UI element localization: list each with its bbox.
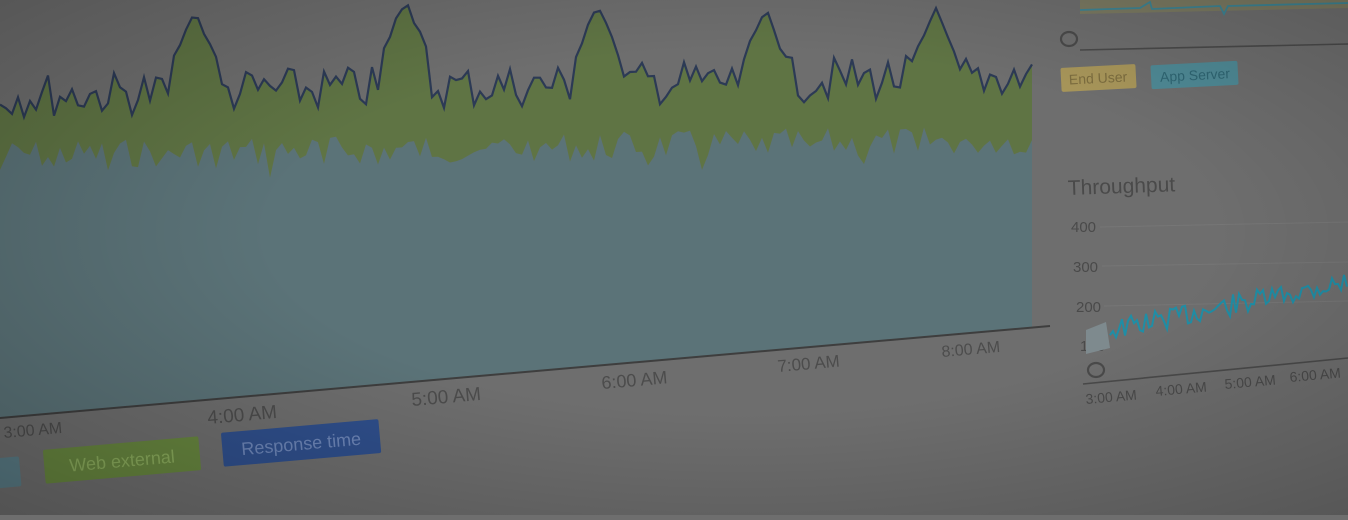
legend-web-external[interactable]: Web external xyxy=(42,436,202,484)
legend-swatch-app-server-partial[interactable] xyxy=(0,456,22,489)
throughput-x-tick-3am: 3:00 AM xyxy=(1085,387,1138,407)
throughput-x-tick-6am: 6:00 AM xyxy=(1289,365,1342,385)
main-chart-x-axis xyxy=(0,325,1051,419)
main-x-tick-7am: 7:00 AM xyxy=(777,352,841,376)
main-x-tick-4am: 4:00 AM xyxy=(207,402,278,429)
top-right-chart-x-axis xyxy=(1079,43,1348,51)
top-right-zero-label: 0 xyxy=(1065,43,1066,45)
main-x-tick-5am: 5:00 AM xyxy=(411,384,482,411)
throughput-gridlines xyxy=(1099,221,1348,307)
legend-app-server[interactable]: App Server xyxy=(1150,60,1239,90)
legend-end-user-label: End User xyxy=(1068,68,1127,87)
top-right-chart: 0 End User App Server xyxy=(1059,0,1348,92)
throughput-title: Throughput xyxy=(1067,173,1175,200)
throughput-y-tick-300: 300 xyxy=(1073,259,1098,276)
throughput-zero-marker xyxy=(1086,361,1106,379)
top-right-chart-line xyxy=(1079,0,1348,17)
throughput-y-tick-200: 200 xyxy=(1076,299,1101,316)
main-x-tick-8am: 8:00 AM xyxy=(941,339,1001,361)
throughput-line xyxy=(1109,274,1348,340)
throughput-y-tick-400: 400 xyxy=(1071,219,1096,236)
legend-response-time[interactable]: Response time xyxy=(221,419,382,467)
response-time-line xyxy=(0,3,1033,121)
legend-end-user[interactable]: End User xyxy=(1060,64,1137,92)
throughput-x-axis xyxy=(1082,357,1348,385)
throughput-y-tick-0: 0 xyxy=(1093,373,1094,375)
main-chart: 3:00 AM 4:00 AM 5:00 AM 6:00 AM 7:00 AM … xyxy=(0,3,1051,489)
throughput-x-ticks: 3:00 AM 4:00 AM 5:00 AM 6:00 AM xyxy=(1085,365,1342,407)
throughput-x-tick-4am: 4:00 AM xyxy=(1155,379,1208,399)
main-chart-legend: Web external Response time xyxy=(0,419,382,489)
throughput-x-tick-5am: 5:00 AM xyxy=(1224,372,1277,392)
top-right-zero-marker xyxy=(1059,30,1079,48)
throughput-chart: Throughput 400 300 200 100 0 3:00 AM 4:0… xyxy=(1067,173,1348,407)
throughput-shaded-start xyxy=(1086,322,1110,354)
main-x-tick-3am: 3:00 AM xyxy=(3,420,63,442)
app-server-area xyxy=(0,127,1032,418)
main-x-tick-6am: 6:00 AM xyxy=(601,367,669,393)
legend-app-server-label: App Server xyxy=(1160,65,1231,85)
web-external-area xyxy=(0,5,1032,178)
